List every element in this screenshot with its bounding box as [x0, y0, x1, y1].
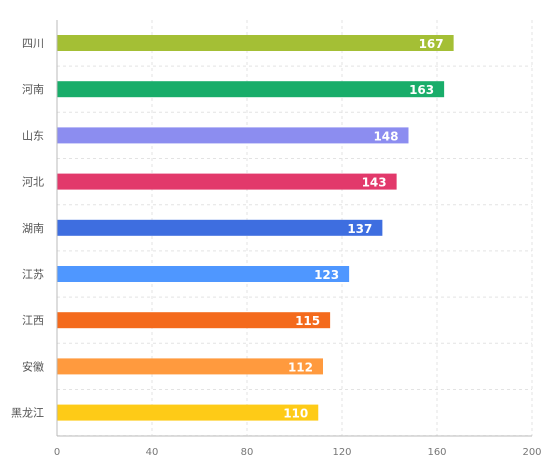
category-label: 山东: [22, 129, 44, 142]
data-label: 163: [409, 83, 434, 97]
x-tick-label: 120: [332, 447, 351, 458]
bar: [57, 35, 454, 51]
bar: [57, 127, 409, 144]
data-label: 137: [347, 222, 372, 236]
data-label: 167: [419, 37, 444, 51]
x-tick-label: 40: [146, 447, 159, 458]
data-label: 123: [314, 268, 339, 282]
data-label: 148: [373, 129, 398, 143]
bar: [57, 81, 445, 98]
bar: [57, 219, 383, 236]
category-label: 江苏: [22, 268, 44, 281]
category-label: 安徽: [22, 359, 44, 373]
x-tick-label: 0: [54, 447, 60, 458]
data-label: 110: [283, 407, 308, 421]
category-label: 湖南: [22, 222, 44, 235]
data-label: 143: [362, 176, 387, 190]
category-label: 四川: [22, 37, 44, 50]
data-label: 112: [288, 360, 313, 374]
bar: [57, 404, 319, 421]
bars: [57, 35, 454, 421]
x-axis-ticks: 0 40 80 120 160 200: [54, 447, 542, 458]
x-tick-label: 80: [241, 447, 254, 458]
x-tick-label: 200: [522, 447, 541, 458]
value-labels: 167 163 148 143 137 123 115 112 110: [283, 37, 443, 421]
data-label: 115: [295, 314, 320, 328]
bar: [57, 358, 323, 375]
bar: [57, 173, 397, 190]
category-label: 河南: [22, 83, 44, 96]
category-label: 江西: [22, 314, 44, 327]
x-tick-label: 160: [427, 447, 446, 458]
bar: [57, 266, 350, 282]
bar: [57, 312, 331, 329]
category-label: 河北: [22, 176, 44, 189]
category-label: 黑龙江: [11, 407, 44, 420]
